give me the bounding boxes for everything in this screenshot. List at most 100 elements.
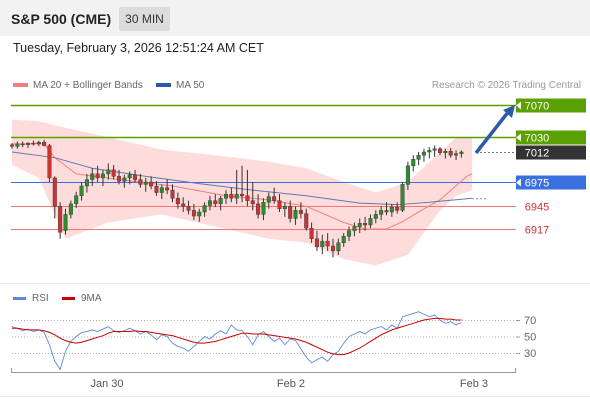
candle-body: [331, 245, 336, 252]
candle-body: [320, 240, 325, 248]
candle-body: [202, 205, 207, 213]
candle-body: [314, 238, 319, 248]
candle-body: [432, 148, 437, 151]
candle-body: [47, 145, 52, 179]
candle-body: [368, 218, 373, 226]
candle-body: [213, 200, 218, 205]
level-badge-7070: [516, 98, 586, 113]
candle-body: [84, 179, 89, 187]
candle-body: [63, 214, 68, 231]
rsi-tick-label-30: 30: [524, 348, 536, 360]
candle-body: [133, 174, 138, 180]
candle-body: [261, 202, 266, 215]
candle-body: [58, 206, 63, 233]
candle-body: [90, 173, 95, 180]
candle-body: [223, 193, 228, 199]
legend-ma20-label: MA 20 + Bollinger Bands: [33, 80, 143, 91]
forecast-arrow-icon: [474, 109, 511, 155]
candle-body: [400, 184, 405, 211]
last-price-badge: [516, 145, 586, 160]
level-badge-6975: [516, 175, 586, 190]
candle-body: [341, 236, 346, 243]
candle-body: [411, 159, 416, 166]
candle-body: [421, 151, 426, 156]
candle-body: [186, 206, 191, 211]
candle-body: [191, 210, 196, 217]
candle-body: [234, 193, 239, 199]
rsi-tick-label-50: 50: [524, 332, 536, 344]
rsi-ma-swatch: [62, 296, 75, 300]
candle-body: [100, 173, 105, 179]
candle-body: [127, 174, 132, 179]
candle-body: [74, 195, 79, 205]
candle-body: [31, 142, 36, 145]
candle-body: [207, 200, 212, 206]
candle-body: [266, 196, 271, 203]
candle-body: [95, 173, 100, 179]
candle-body: [416, 155, 421, 160]
x-tick-label: Feb 2: [277, 378, 305, 390]
candle-body: [229, 193, 234, 199]
legend-ma50-label: MA 50: [176, 80, 205, 91]
candle-body: [9, 144, 14, 147]
candle-body: [347, 230, 352, 237]
candle-body: [363, 223, 368, 226]
candle-body: [159, 187, 164, 193]
forecast-arrowhead: [503, 105, 515, 118]
candle-body: [143, 181, 148, 185]
candle-body: [389, 206, 394, 213]
candle-body: [15, 143, 20, 147]
rsi-swatch: [13, 296, 26, 300]
candle-body: [272, 196, 277, 201]
candle-body: [288, 206, 293, 219]
candle-body: [149, 181, 154, 187]
candle-body: [352, 226, 357, 231]
x-tick-label: Feb 3: [460, 378, 488, 390]
candle-body: [175, 198, 180, 205]
level-label-7030: 7030: [525, 133, 549, 145]
candle-body: [154, 185, 159, 193]
badge-notch: [516, 101, 521, 110]
header-bar: S&P 500 (CME) 30 MIN: [0, 0, 590, 36]
ma20-line: [12, 143, 473, 230]
candle-body: [379, 210, 384, 215]
instrument-title: S&P 500 (CME): [11, 11, 112, 27]
candle-body: [443, 150, 448, 154]
candle-body: [438, 148, 443, 154]
datetime-label: Tuesday, February 3, 2026 12:51:24 AM CE…: [13, 41, 264, 55]
candle-body: [304, 213, 309, 229]
legend-rsi-ma: 9MA: [62, 293, 102, 304]
candle-body: [448, 150, 453, 156]
rsi-line: [11, 311, 462, 371]
rsi-ma-line: [12, 317, 462, 356]
candle-body: [42, 142, 47, 146]
candle-body: [427, 150, 432, 153]
candle-body: [298, 210, 303, 214]
candle-body: [245, 195, 250, 201]
candle-body: [116, 176, 121, 182]
candle-body: [282, 206, 287, 209]
candle-body: [250, 200, 255, 205]
ma50-swatch: [156, 83, 171, 88]
candle-body: [68, 203, 73, 215]
candle-body: [277, 200, 282, 209]
candle-body: [459, 151, 464, 154]
candle-body: [26, 142, 31, 145]
last-price-label: 7012: [525, 148, 549, 160]
candle-body: [36, 142, 41, 145]
candle-body: [52, 177, 57, 207]
candle-body: [170, 189, 175, 199]
badge-notch: [516, 178, 521, 187]
legend-rsi: RSI: [13, 293, 49, 304]
credit-label: Research © 2026 Trading Central: [431, 80, 581, 91]
legend-rsi-ma-label: 9MA: [81, 293, 102, 304]
candle-body: [384, 210, 389, 213]
level-label-6945: 6945: [525, 202, 549, 214]
candle-body: [122, 177, 127, 182]
legend-rsi-label: RSI: [32, 293, 49, 304]
ma20-swatch: [13, 83, 28, 88]
candle-body: [197, 211, 202, 217]
candle-body: [373, 214, 378, 219]
timeframe-button[interactable]: 30 MIN: [119, 7, 170, 31]
candle-body: [106, 169, 111, 175]
